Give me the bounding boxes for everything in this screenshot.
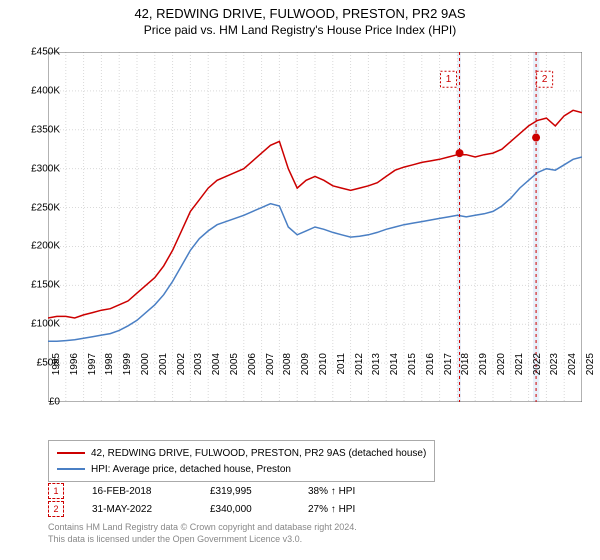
- x-tick-label: 2005: [229, 353, 240, 375]
- y-tick-label: £450K: [15, 47, 60, 58]
- x-tick-label: 2020: [496, 353, 507, 375]
- y-tick-label: £250K: [15, 202, 60, 213]
- x-tick-label: 2002: [176, 353, 187, 375]
- transaction-price: £340,000: [210, 504, 280, 515]
- svg-text:2: 2: [542, 74, 548, 85]
- x-tick-label: 1997: [87, 353, 98, 375]
- svg-text:1: 1: [446, 74, 452, 85]
- x-tick-label: 2001: [158, 353, 169, 375]
- y-tick-label: £0: [15, 397, 60, 408]
- transaction-price: £319,995: [210, 486, 280, 497]
- legend-box: 42, REDWING DRIVE, FULWOOD, PRESTON, PR2…: [48, 440, 435, 482]
- x-tick-label: 1999: [122, 353, 133, 375]
- x-tick-label: 1995: [51, 353, 62, 375]
- x-tick-label: 2018: [460, 353, 471, 375]
- marker-badge: 2: [48, 501, 64, 517]
- y-tick-label: £100K: [15, 319, 60, 330]
- y-tick-label: £150K: [15, 280, 60, 291]
- x-tick-label: 2016: [425, 353, 436, 375]
- y-tick-label: £400K: [15, 85, 60, 96]
- x-tick-label: 2009: [300, 353, 311, 375]
- transaction-delta: 27% ↑ HPI: [308, 504, 355, 515]
- chart-svg: 12: [48, 52, 582, 402]
- title-subtitle: Price paid vs. HM Land Registry's House …: [0, 23, 600, 37]
- x-tick-label: 2014: [389, 353, 400, 375]
- x-tick-label: 2017: [443, 353, 454, 375]
- legend-row: 42, REDWING DRIVE, FULWOOD, PRESTON, PR2…: [57, 445, 426, 461]
- x-tick-label: 1998: [104, 353, 115, 375]
- x-tick-label: 2019: [478, 353, 489, 375]
- chart-container: 42, REDWING DRIVE, FULWOOD, PRESTON, PR2…: [0, 0, 600, 560]
- x-tick-label: 2025: [585, 353, 596, 375]
- legend-label: HPI: Average price, detached house, Pres…: [91, 464, 291, 475]
- x-tick-label: 2011: [336, 353, 347, 375]
- x-tick-label: 2000: [140, 353, 151, 375]
- legend-swatch: [57, 452, 85, 454]
- title-address: 42, REDWING DRIVE, FULWOOD, PRESTON, PR2…: [0, 6, 600, 21]
- y-tick-label: £200K: [15, 241, 60, 252]
- x-tick-label: 2006: [247, 353, 258, 375]
- legend-swatch: [57, 468, 85, 470]
- x-tick-label: 2007: [265, 353, 276, 375]
- x-tick-label: 2013: [371, 353, 382, 375]
- footer-line: Contains HM Land Registry data © Crown c…: [48, 522, 357, 534]
- transaction-date: 16-FEB-2018: [92, 486, 182, 497]
- title-block: 42, REDWING DRIVE, FULWOOD, PRESTON, PR2…: [0, 0, 600, 37]
- x-tick-label: 2024: [567, 353, 578, 375]
- transaction-delta: 38% ↑ HPI: [308, 486, 355, 497]
- transaction-table: 1 16-FEB-2018 £319,995 38% ↑ HPI 2 31-MA…: [48, 482, 355, 518]
- marker-badge: 1: [48, 483, 64, 499]
- x-tick-label: 2015: [407, 353, 418, 375]
- transaction-row: 2 31-MAY-2022 £340,000 27% ↑ HPI: [48, 500, 355, 518]
- x-tick-label: 2003: [193, 353, 204, 375]
- chart-area: 12: [48, 52, 582, 402]
- transaction-date: 31-MAY-2022: [92, 504, 182, 515]
- legend-row: HPI: Average price, detached house, Pres…: [57, 461, 426, 477]
- x-tick-label: 2021: [514, 353, 525, 375]
- x-tick-label: 2008: [282, 353, 293, 375]
- x-tick-label: 2010: [318, 353, 329, 375]
- legend-label: 42, REDWING DRIVE, FULWOOD, PRESTON, PR2…: [91, 448, 426, 459]
- y-tick-label: £300K: [15, 163, 60, 174]
- transaction-row: 1 16-FEB-2018 £319,995 38% ↑ HPI: [48, 482, 355, 500]
- y-tick-label: £350K: [15, 124, 60, 135]
- x-tick-label: 2004: [211, 353, 222, 375]
- x-tick-label: 2022: [532, 353, 543, 375]
- footer-line: This data is licensed under the Open Gov…: [48, 534, 357, 546]
- footer-attribution: Contains HM Land Registry data © Crown c…: [48, 522, 357, 545]
- x-tick-label: 2023: [549, 353, 560, 375]
- x-tick-label: 2012: [354, 353, 365, 375]
- x-tick-label: 1996: [69, 353, 80, 375]
